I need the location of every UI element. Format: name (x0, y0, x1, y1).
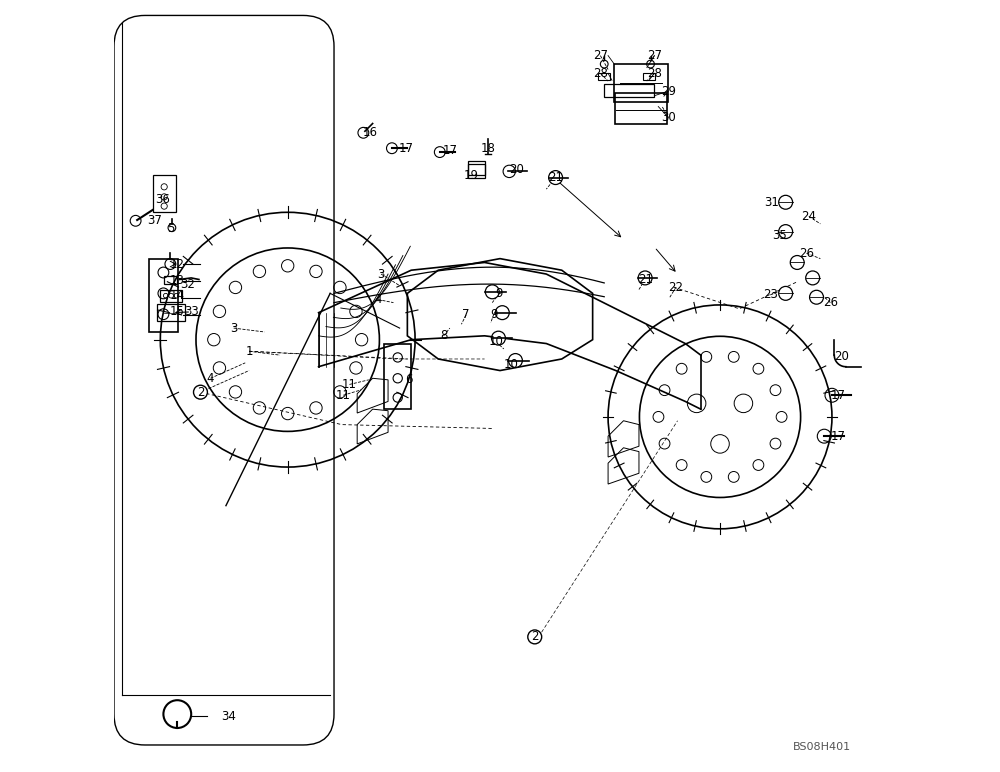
Circle shape (638, 271, 652, 285)
Text: 11: 11 (336, 389, 351, 401)
Bar (153, 175, 176, 212)
Bar (468, 161, 485, 175)
Text: 28: 28 (647, 67, 662, 80)
Circle shape (492, 331, 505, 345)
Text: 37: 37 (147, 214, 162, 226)
Text: 31: 31 (764, 196, 779, 208)
Text: 17: 17 (398, 142, 413, 154)
Text: 34: 34 (221, 710, 236, 723)
Text: 12: 12 (170, 258, 185, 270)
Text: 13: 13 (170, 274, 185, 286)
Text: 6: 6 (405, 374, 413, 386)
Text: 18: 18 (480, 143, 495, 155)
Text: 20: 20 (834, 350, 849, 363)
Text: 4: 4 (207, 372, 214, 384)
Circle shape (485, 285, 499, 299)
Text: 21: 21 (548, 171, 563, 184)
Circle shape (495, 306, 509, 320)
Text: 21: 21 (638, 273, 653, 286)
Text: 16: 16 (363, 127, 378, 139)
Circle shape (806, 271, 820, 285)
Bar (468, 164, 485, 178)
Text: 9: 9 (490, 308, 498, 320)
Circle shape (790, 256, 804, 269)
Text: 5: 5 (167, 222, 174, 235)
Text: 26: 26 (799, 247, 814, 259)
Text: 36: 36 (155, 193, 170, 205)
Circle shape (194, 385, 207, 399)
Text: 24: 24 (801, 210, 816, 222)
Text: 3: 3 (230, 322, 237, 334)
Text: BS08H401: BS08H401 (793, 743, 851, 752)
Text: 11: 11 (342, 378, 357, 391)
Text: 17: 17 (831, 389, 846, 401)
Text: 28: 28 (593, 67, 608, 80)
Text: 2: 2 (531, 631, 538, 643)
Bar (643, 73, 655, 80)
Circle shape (163, 700, 191, 728)
Text: 23: 23 (763, 289, 778, 301)
Bar (384, 344, 411, 409)
Text: 19: 19 (464, 169, 479, 181)
Circle shape (779, 195, 793, 209)
Text: 8: 8 (440, 330, 447, 342)
Circle shape (528, 630, 542, 644)
Text: 10: 10 (489, 336, 504, 348)
Text: 30: 30 (661, 111, 676, 124)
Text: 17: 17 (831, 430, 846, 442)
Text: 1: 1 (245, 345, 253, 357)
Text: 22: 22 (669, 281, 684, 293)
Bar (604, 84, 654, 96)
Circle shape (779, 286, 793, 300)
Text: 33: 33 (184, 306, 199, 318)
Text: 15: 15 (170, 305, 185, 317)
Circle shape (549, 171, 563, 185)
Text: 26: 26 (823, 296, 838, 309)
Bar (160, 290, 182, 302)
Text: 10: 10 (504, 358, 519, 371)
Text: 9: 9 (495, 287, 503, 300)
Bar (149, 259, 178, 332)
Circle shape (508, 354, 522, 367)
Text: 35: 35 (772, 229, 787, 242)
Text: 3: 3 (377, 268, 385, 280)
Text: 14: 14 (170, 290, 185, 302)
Text: 4: 4 (374, 293, 382, 306)
Text: 27: 27 (647, 49, 662, 62)
Text: 7: 7 (462, 309, 470, 321)
Text: 29: 29 (661, 85, 676, 97)
Text: 27: 27 (593, 49, 608, 62)
Text: 17: 17 (442, 144, 457, 157)
Bar (164, 276, 177, 284)
Text: 20: 20 (510, 164, 524, 176)
Text: 2: 2 (197, 386, 204, 398)
Bar (598, 73, 610, 80)
Circle shape (810, 290, 823, 304)
Circle shape (779, 225, 793, 239)
Text: 32: 32 (180, 278, 195, 290)
